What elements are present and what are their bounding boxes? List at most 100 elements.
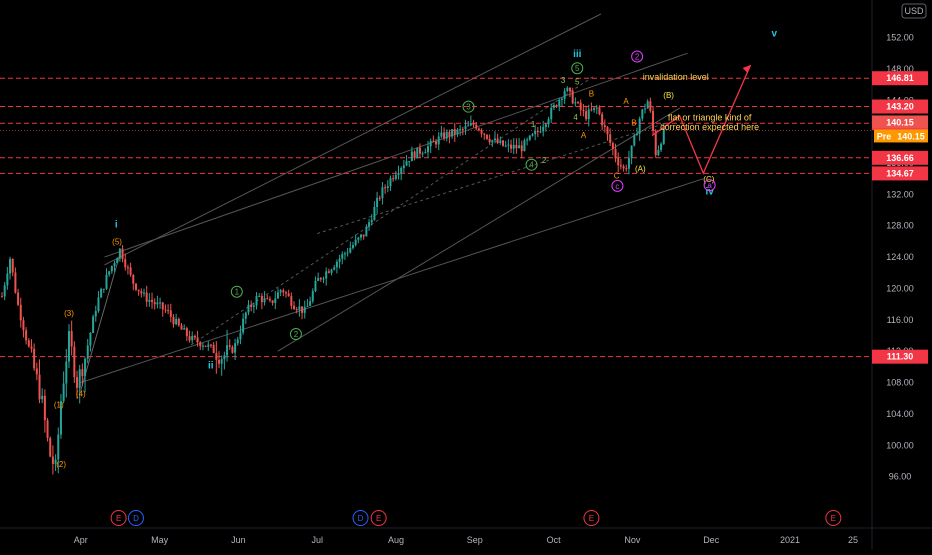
event-badge[interactable]: [127, 510, 144, 526]
level-price-badge: [872, 150, 928, 165]
pre-market-price-label: 140.15: [897, 131, 925, 141]
candle-body: [437, 136, 440, 145]
candle-body: [416, 147, 419, 159]
event-badge[interactable]: [583, 510, 600, 526]
candle-body: [105, 274, 108, 289]
candle-body: [231, 346, 234, 353]
candle-body: [25, 330, 28, 341]
candle-body: [483, 133, 486, 135]
candle-body: [461, 129, 464, 131]
candle-body: [172, 316, 175, 325]
wave-label: A: [581, 131, 587, 140]
candle-body: [566, 87, 569, 92]
wave-label: 5: [575, 64, 580, 73]
candle-body: [376, 197, 379, 207]
wave-label: C: [614, 172, 620, 181]
candle-body: [595, 107, 598, 109]
candle-body: [365, 226, 368, 237]
candle-body: [65, 361, 68, 384]
candle-body: [247, 304, 250, 313]
candle-body: [156, 302, 159, 305]
candle-body: [464, 126, 467, 130]
candle-body: [496, 138, 499, 143]
wave-label: 2: [635, 52, 640, 61]
candle-body: [354, 239, 357, 246]
candle-body: [475, 124, 478, 129]
candle-body: [116, 258, 119, 264]
candle-body: [282, 290, 285, 293]
currency-badge[interactable]: [901, 3, 927, 19]
candle-body: [148, 299, 151, 302]
candle-body: [330, 269, 333, 273]
candle-body: [102, 288, 105, 290]
candle-body: [126, 267, 129, 269]
candle-body: [134, 283, 137, 290]
candle-body: [635, 133, 638, 136]
candle-body: [493, 138, 496, 141]
x-tick-label: Jul: [311, 535, 323, 545]
candle-body: [392, 178, 395, 180]
candle-body: [405, 161, 408, 166]
candle-body: [244, 312, 247, 319]
candle-body: [113, 263, 116, 266]
candle-body: [351, 245, 354, 249]
candle-body: [536, 131, 539, 133]
candle-body: [76, 377, 79, 388]
candle-body: [209, 344, 212, 346]
wave-label: 5: [575, 78, 580, 87]
candle-body: [279, 290, 282, 293]
candle-body: [568, 87, 571, 91]
event-badge[interactable]: [370, 510, 387, 526]
candle-body: [59, 401, 62, 435]
event-badge[interactable]: [352, 510, 369, 526]
event-badge[interactable]: [110, 510, 127, 526]
wave-label: a: [707, 181, 712, 190]
candle-body: [448, 131, 451, 137]
candle-body: [110, 265, 113, 272]
candle-body: [295, 309, 298, 311]
level-price-label: 136.66: [886, 153, 914, 163]
candle-body: [652, 110, 655, 131]
wave-label: 4: [529, 161, 534, 170]
y-tick-label: 96.00: [889, 472, 912, 482]
candle-body: [333, 267, 336, 270]
wave-label: 2: [294, 330, 299, 339]
wave-label: (B): [663, 91, 674, 100]
candle-body: [73, 346, 76, 378]
wave-label: ii: [208, 360, 214, 371]
wave-label: B: [631, 118, 636, 127]
wave-label: (4): [76, 390, 86, 399]
candle-body: [124, 259, 127, 268]
candle-body: [263, 298, 266, 303]
wave-label-circle: [525, 158, 538, 171]
candle-body: [169, 310, 172, 317]
wave-label: (A): [635, 165, 646, 174]
candle-body: [587, 109, 590, 120]
x-tick-label: Nov: [624, 535, 641, 545]
candle-body: [627, 157, 630, 169]
candle-body: [274, 298, 277, 303]
event-badge[interactable]: [825, 510, 842, 526]
candle-body: [660, 143, 663, 151]
candle-body: [193, 335, 196, 338]
candle-body: [301, 306, 304, 313]
wave-label: 3: [561, 76, 566, 85]
candle-body: [389, 178, 392, 187]
candle-body: [477, 128, 480, 131]
candle-body: [177, 318, 180, 326]
candle-body: [368, 222, 371, 227]
candle-body: [188, 336, 191, 341]
trend-line: [80, 178, 704, 384]
candle-body: [70, 331, 73, 347]
candle-body: [528, 135, 531, 140]
candle-body: [606, 127, 609, 135]
candle-body: [252, 305, 255, 308]
y-tick-label: 132.00: [886, 189, 914, 199]
candle-body: [234, 343, 237, 353]
candle-body: [81, 369, 84, 377]
candle-body: [49, 437, 52, 457]
candle-body: [236, 339, 239, 344]
candle-body: [338, 258, 341, 262]
level-price-badge: [872, 71, 928, 86]
